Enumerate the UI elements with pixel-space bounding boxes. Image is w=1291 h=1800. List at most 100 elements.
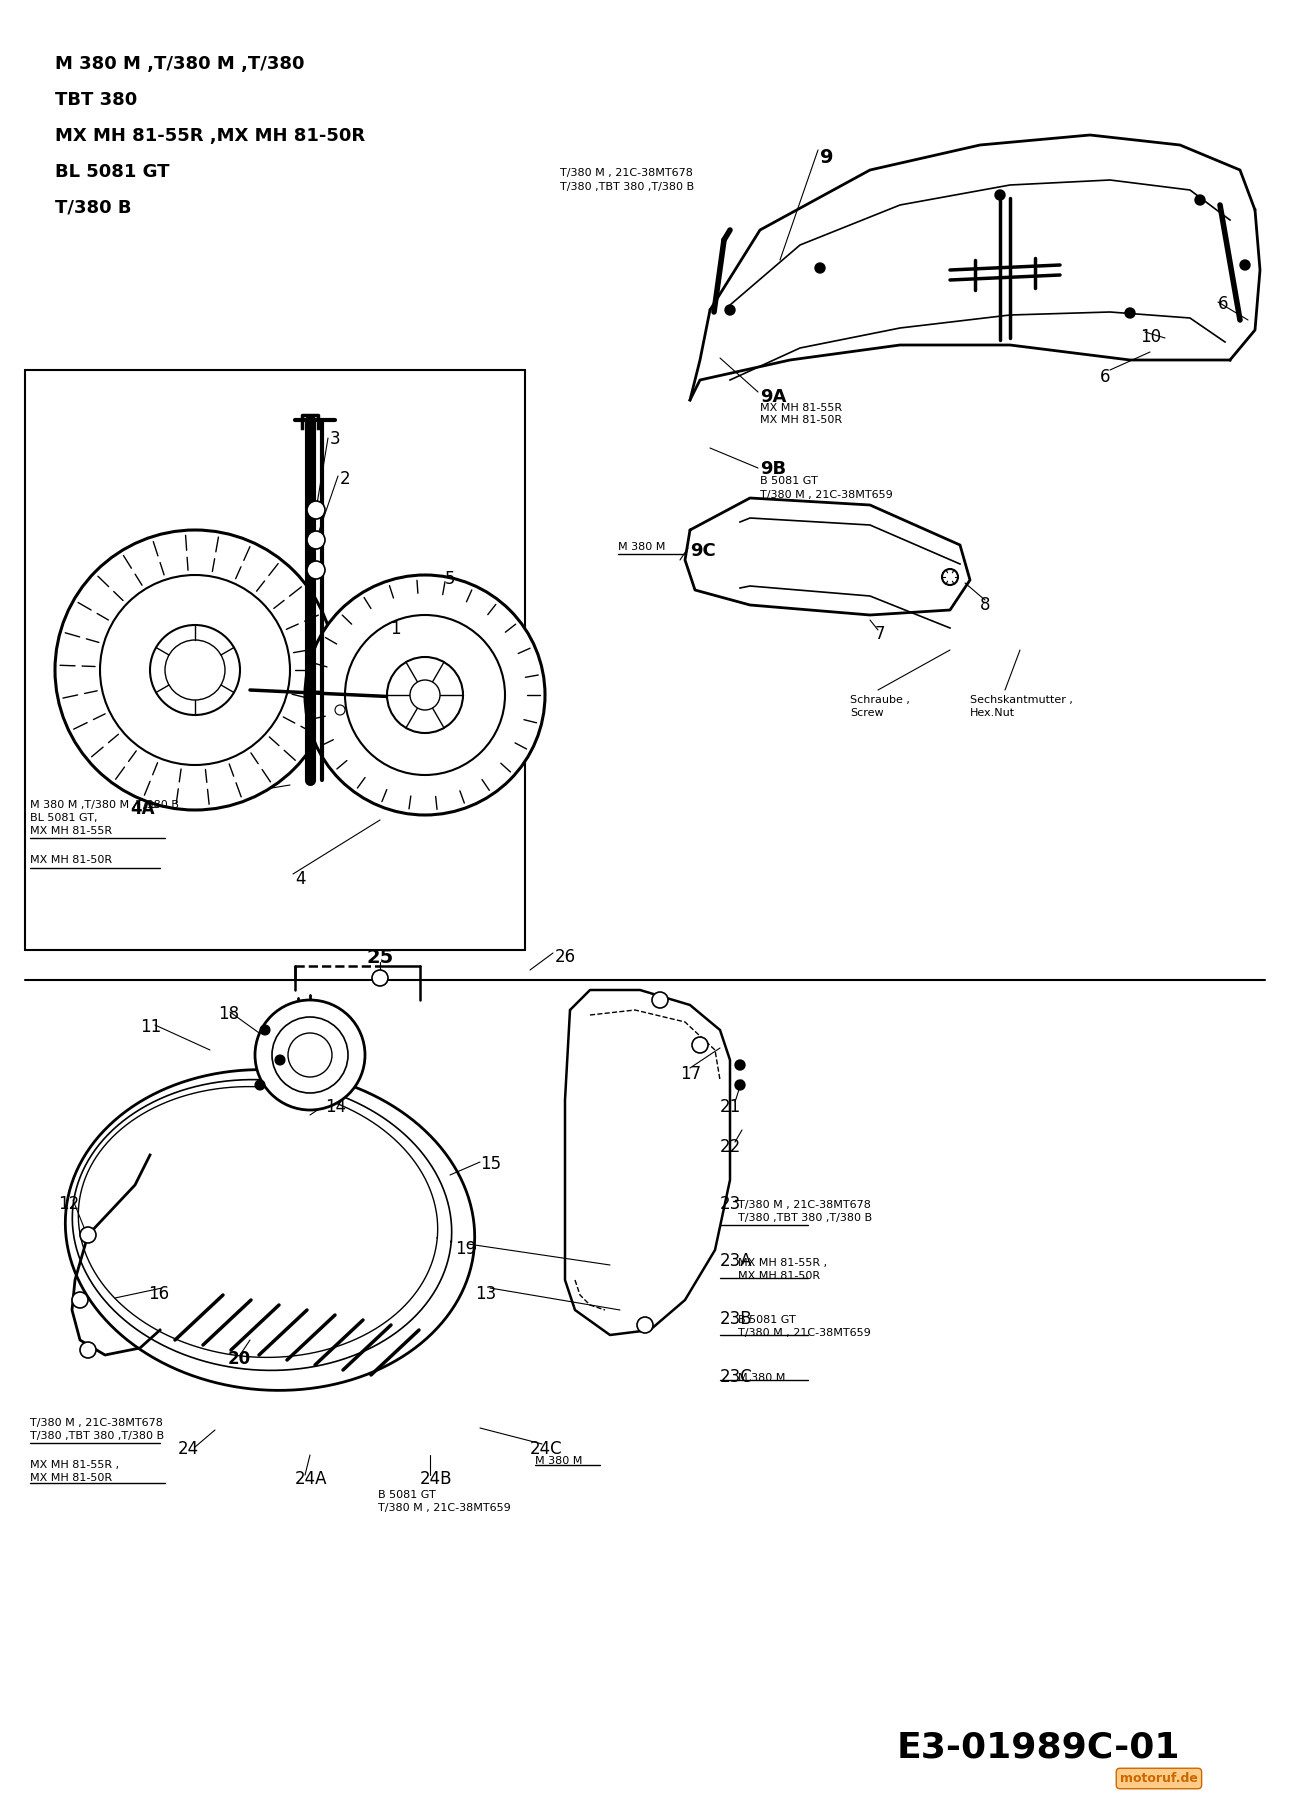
Text: 24A: 24A	[296, 1471, 328, 1489]
Circle shape	[735, 1060, 745, 1069]
Circle shape	[345, 616, 505, 776]
Text: 13: 13	[475, 1285, 496, 1303]
Circle shape	[288, 1033, 332, 1076]
Text: 10: 10	[1140, 328, 1161, 346]
Circle shape	[275, 1055, 285, 1066]
Text: 6: 6	[1100, 367, 1110, 385]
Text: B 5081 GT: B 5081 GT	[738, 1316, 795, 1325]
Text: T/380 M , 21C-38MT678: T/380 M , 21C-38MT678	[30, 1418, 163, 1427]
Text: 9A: 9A	[760, 389, 786, 407]
Text: T/380 M , 21C-38MT678: T/380 M , 21C-38MT678	[738, 1201, 871, 1210]
Text: 4: 4	[296, 869, 306, 887]
Text: 14: 14	[325, 1098, 346, 1116]
Circle shape	[80, 1228, 96, 1244]
Text: E3-01989C-01: E3-01989C-01	[897, 1732, 1180, 1766]
Text: M 380 M ,T/380 M ,T/380: M 380 M ,T/380 M ,T/380	[56, 56, 305, 74]
Text: 23: 23	[720, 1195, 741, 1213]
Circle shape	[815, 263, 825, 274]
Circle shape	[652, 992, 667, 1008]
Text: MX MH 81-55R: MX MH 81-55R	[760, 403, 842, 412]
Circle shape	[387, 657, 463, 733]
Bar	[25, 371, 525, 950]
Text: 4A: 4A	[130, 799, 155, 817]
Text: T/380 M , 21C-38MT659: T/380 M , 21C-38MT659	[738, 1328, 870, 1337]
Circle shape	[942, 569, 958, 585]
Text: M 380 M: M 380 M	[738, 1373, 785, 1382]
Text: motoruf.de: motoruf.de	[1121, 1771, 1198, 1786]
Text: MX MH 81-55R ,MX MH 81-50R: MX MH 81-55R ,MX MH 81-50R	[56, 128, 365, 146]
Text: 7: 7	[875, 625, 886, 643]
Text: 23A: 23A	[720, 1253, 753, 1271]
Text: 22: 22	[720, 1138, 741, 1156]
Circle shape	[1124, 308, 1135, 319]
Text: MX MH 81-50R: MX MH 81-50R	[30, 855, 112, 866]
Text: T/380 ,TBT 380 ,T/380 B: T/380 ,TBT 380 ,T/380 B	[738, 1213, 873, 1222]
Text: MX MH 81-55R ,: MX MH 81-55R ,	[30, 1460, 119, 1471]
Circle shape	[150, 625, 240, 715]
Text: 12: 12	[58, 1195, 79, 1213]
Text: BL 5081 GT: BL 5081 GT	[56, 164, 169, 182]
Text: B 5081 GT: B 5081 GT	[760, 475, 817, 486]
Text: 25: 25	[367, 949, 394, 967]
Circle shape	[165, 641, 225, 700]
Text: M 380 M: M 380 M	[534, 1456, 582, 1465]
Text: 3: 3	[330, 430, 341, 448]
Circle shape	[636, 1318, 653, 1334]
Text: 23C: 23C	[720, 1368, 753, 1386]
Circle shape	[692, 1037, 707, 1053]
Circle shape	[995, 191, 1004, 200]
Text: M 380 M ,T/380 M ,T/380 B: M 380 M ,T/380 M ,T/380 B	[30, 799, 179, 810]
Circle shape	[256, 1001, 365, 1111]
Text: 6: 6	[1217, 295, 1229, 313]
Text: 11: 11	[139, 1019, 161, 1037]
Text: 19: 19	[454, 1240, 476, 1258]
Text: TBT 380: TBT 380	[56, 92, 137, 110]
Circle shape	[256, 1080, 265, 1091]
Text: Hex.Nut: Hex.Nut	[970, 707, 1015, 718]
Text: 5: 5	[445, 571, 456, 589]
Text: 17: 17	[680, 1066, 701, 1084]
Circle shape	[272, 1017, 349, 1093]
Text: T/380 ,TBT 380 ,T/380 B: T/380 ,TBT 380 ,T/380 B	[560, 182, 695, 193]
Circle shape	[307, 531, 325, 549]
Text: 23B: 23B	[720, 1310, 753, 1328]
Circle shape	[307, 562, 325, 580]
Text: 8: 8	[980, 596, 990, 614]
Text: Sechskantmutter ,: Sechskantmutter ,	[970, 695, 1073, 706]
Text: T/380 M , 21C-38MT678: T/380 M , 21C-38MT678	[560, 167, 693, 178]
Circle shape	[99, 574, 290, 765]
Text: 24C: 24C	[531, 1440, 563, 1458]
Text: MX MH 81-50R: MX MH 81-50R	[30, 1472, 112, 1483]
Text: T/380 B: T/380 B	[56, 200, 132, 218]
Text: MX MH 81-55R: MX MH 81-55R	[30, 826, 112, 835]
Text: T/380 ,TBT 380 ,T/380 B: T/380 ,TBT 380 ,T/380 B	[30, 1431, 164, 1442]
Circle shape	[80, 1343, 96, 1357]
Text: 24: 24	[178, 1440, 199, 1458]
Circle shape	[72, 1292, 88, 1309]
Circle shape	[411, 680, 440, 709]
Circle shape	[726, 304, 735, 315]
Text: T/380 M , 21C-38MT659: T/380 M , 21C-38MT659	[760, 490, 893, 500]
Circle shape	[56, 529, 334, 810]
Text: 24B: 24B	[420, 1471, 453, 1489]
Text: 2: 2	[340, 470, 351, 488]
Text: 18: 18	[218, 1004, 239, 1022]
Text: 9B: 9B	[760, 461, 786, 479]
Circle shape	[1239, 259, 1250, 270]
Text: 15: 15	[480, 1156, 501, 1174]
Text: MX MH 81-50R: MX MH 81-50R	[738, 1271, 820, 1282]
Circle shape	[307, 500, 325, 518]
Text: M 380 M: M 380 M	[618, 542, 665, 553]
Text: 20: 20	[229, 1350, 252, 1368]
Circle shape	[372, 970, 389, 986]
Circle shape	[259, 1024, 270, 1035]
Text: Screw: Screw	[849, 707, 883, 718]
Text: MX MH 81-50R: MX MH 81-50R	[760, 416, 842, 425]
Circle shape	[305, 574, 545, 815]
Circle shape	[735, 1080, 745, 1091]
Text: Schraube ,: Schraube ,	[849, 695, 910, 706]
Text: 21: 21	[720, 1098, 741, 1116]
Text: MX MH 81-55R ,: MX MH 81-55R ,	[738, 1258, 828, 1267]
Text: T/380 M , 21C-38MT659: T/380 M , 21C-38MT659	[378, 1503, 511, 1514]
Circle shape	[1195, 194, 1205, 205]
